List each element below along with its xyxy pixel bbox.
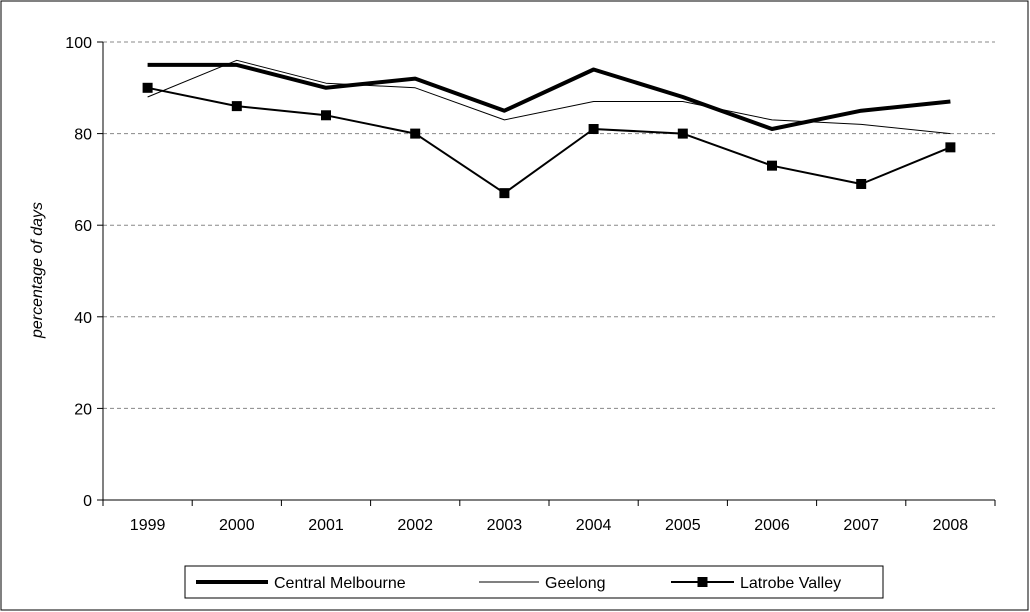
x-tick-label-2003: 2003 <box>487 517 523 534</box>
legend-label-central-melbourne: Central Melbourne <box>274 575 406 592</box>
legend-label-latrobe-valley: Latrobe Valley <box>740 575 841 592</box>
series-line-central-melbourne <box>147 62 951 131</box>
y-tick-label-80: 80 <box>74 127 92 144</box>
x-tick-label-2001: 2001 <box>308 517 344 534</box>
data-point-latrobe-valley-2002 <box>410 128 421 139</box>
x-tick-label-2000: 2000 <box>219 517 255 534</box>
data-point-latrobe-valley-2008 <box>945 142 956 153</box>
x-tick-label-2008: 2008 <box>933 517 969 534</box>
legend-label-geelong: Geelong <box>545 575 606 592</box>
series-line-geelong <box>147 59 951 135</box>
data-point-latrobe-valley-2005 <box>677 128 688 139</box>
series-layer <box>142 59 956 199</box>
y-tick-label-0: 0 <box>83 493 92 510</box>
x-tick-label-2004: 2004 <box>576 517 612 534</box>
x-tick-label-2005: 2005 <box>665 517 701 534</box>
data-point-latrobe-valley-2006 <box>767 160 777 171</box>
x-tick-label-2007: 2007 <box>843 517 879 534</box>
y-tick-label-20: 20 <box>74 401 92 418</box>
data-point-latrobe-valley-2001 <box>321 110 331 121</box>
data-point-latrobe-valley-2003 <box>499 188 510 199</box>
y-axis-title: percentage of days <box>29 202 46 339</box>
series-line-latrobe-valley <box>147 86 951 195</box>
data-point-latrobe-valley-2007 <box>856 178 867 189</box>
x-tick-label-2006: 2006 <box>754 517 790 534</box>
data-point-latrobe-valley-2000 <box>231 101 242 112</box>
axes: 0 20 40 60 80 100 1999 2000 2001 2002 2003 2004 2005… <box>65 35 996 534</box>
legend: Central Melbourne Geelong Latrobe Valley <box>184 565 884 599</box>
data-point-latrobe-valley-1999 <box>142 82 153 93</box>
y-tick-label-100: 100 <box>65 35 92 52</box>
y-tick-label-40: 40 <box>74 310 92 327</box>
x-tick-label-1999: 1999 <box>130 517 166 534</box>
x-tick-label-2002: 2002 <box>397 517 433 534</box>
legend-marker-latrobe-valley <box>697 577 708 587</box>
data-point-latrobe-valley-2004 <box>588 124 599 135</box>
gridlines <box>103 41 995 409</box>
y-tick-label-60: 60 <box>74 218 92 235</box>
